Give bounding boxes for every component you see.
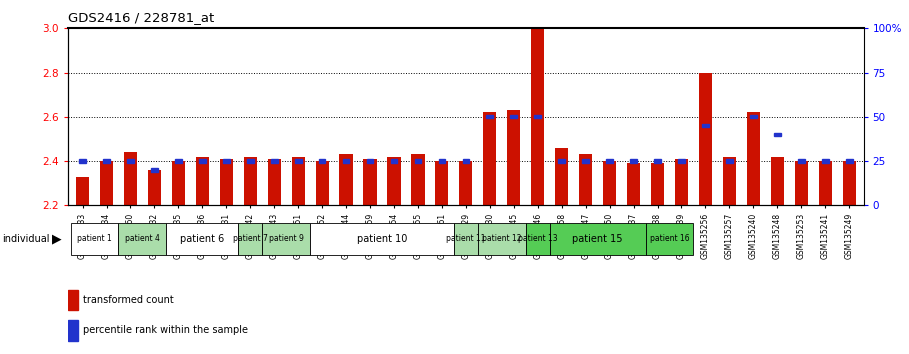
Bar [507,110,520,205]
Bar [172,161,185,205]
Bar [310,223,454,255]
Bar [606,159,613,162]
Bar [583,159,589,162]
Bar [127,159,134,162]
Text: individual: individual [2,234,49,244]
Text: patient 16: patient 16 [650,234,689,244]
Bar [603,161,616,205]
Bar [151,168,158,171]
Bar [531,28,544,205]
Bar [579,154,593,205]
Bar [319,159,325,162]
Text: patient 1: patient 1 [77,234,112,244]
Bar [550,223,645,255]
Text: patient 9: patient 9 [269,234,304,244]
Bar [438,159,445,162]
Bar [387,157,401,205]
Bar [435,161,448,205]
Bar [79,159,86,162]
Bar [68,290,78,310]
Bar [654,159,661,162]
Bar [175,159,182,162]
Bar [343,159,349,162]
Bar [415,159,421,162]
Text: ▶: ▶ [52,233,62,245]
Bar [339,154,353,205]
Bar [558,159,565,162]
Text: patient 11: patient 11 [446,234,485,244]
Bar [220,159,233,205]
Bar [678,159,684,162]
Text: patient 7: patient 7 [233,234,267,244]
Bar [478,223,525,255]
Bar [103,159,110,162]
Bar [267,159,281,205]
Bar [244,157,257,205]
Text: patient 13: patient 13 [518,234,557,244]
Bar [555,148,568,205]
Bar [223,159,230,162]
Text: patient 10: patient 10 [357,234,407,244]
Bar [262,223,310,255]
Bar [484,113,496,205]
Bar [195,157,209,205]
Bar [364,159,376,205]
Bar [271,159,277,162]
Bar [822,159,829,162]
Bar [391,159,397,162]
Bar [525,223,550,255]
Bar [750,115,756,119]
Text: patient 15: patient 15 [573,234,623,244]
Bar [798,159,804,162]
Bar [651,163,664,205]
Bar [454,223,478,255]
Bar [366,159,374,162]
Bar [412,154,425,205]
Bar [723,157,736,205]
Bar [148,170,161,205]
Text: GDS2416 / 228781_at: GDS2416 / 228781_at [68,11,215,24]
Bar [843,161,855,205]
Bar [295,159,302,162]
Bar [747,113,760,205]
Bar [463,159,469,162]
Bar [534,115,541,119]
Bar [845,159,853,162]
Bar [100,161,113,205]
Bar [794,161,808,205]
Bar [774,133,781,136]
Bar [771,157,784,205]
Bar [702,124,709,127]
Bar [166,223,238,255]
Bar [68,320,78,341]
Bar [238,223,262,255]
Bar [71,223,118,255]
Bar [459,161,473,205]
Bar [511,115,517,119]
Text: patient 6: patient 6 [180,234,225,244]
Bar [630,159,637,162]
Bar [699,73,712,205]
Bar [819,161,832,205]
Bar [247,159,254,162]
Text: transformed count: transformed count [83,295,174,305]
Bar [486,115,494,119]
Bar [627,163,640,205]
Bar [315,161,329,205]
Bar [118,223,166,255]
Text: patient 4: patient 4 [125,234,160,244]
Bar [199,159,205,162]
Text: patient 12: patient 12 [482,234,522,244]
Bar [674,159,688,205]
Bar [292,157,305,205]
Bar [124,152,137,205]
Bar [645,223,694,255]
Text: percentile rank within the sample: percentile rank within the sample [83,325,248,335]
Bar [726,159,733,162]
Bar [76,177,89,205]
